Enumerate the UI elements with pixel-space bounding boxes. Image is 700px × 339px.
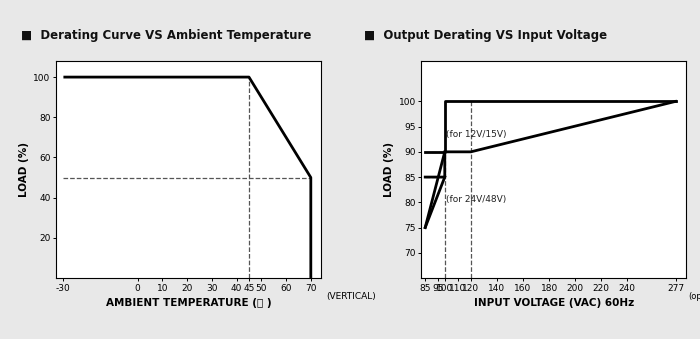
Text: (operational): (operational) — [689, 292, 700, 301]
Text: ■  Derating Curve VS Ambient Temperature: ■ Derating Curve VS Ambient Temperature — [21, 29, 312, 42]
Y-axis label: LOAD (%): LOAD (%) — [19, 142, 29, 197]
Text: (for 24V/48V): (for 24V/48V) — [446, 195, 506, 204]
X-axis label: AMBIENT TEMPERATURE (？ ): AMBIENT TEMPERATURE (？ ) — [106, 298, 271, 308]
Y-axis label: LOAD (%): LOAD (%) — [384, 142, 394, 197]
Text: ■  Output Derating VS Input Voltage: ■ Output Derating VS Input Voltage — [364, 29, 607, 42]
X-axis label: INPUT VOLTAGE (VAC) 60Hz: INPUT VOLTAGE (VAC) 60Hz — [473, 298, 634, 308]
Text: (VERTICAL): (VERTICAL) — [326, 292, 376, 301]
Text: (for 12V/15V): (for 12V/15V) — [446, 130, 507, 139]
